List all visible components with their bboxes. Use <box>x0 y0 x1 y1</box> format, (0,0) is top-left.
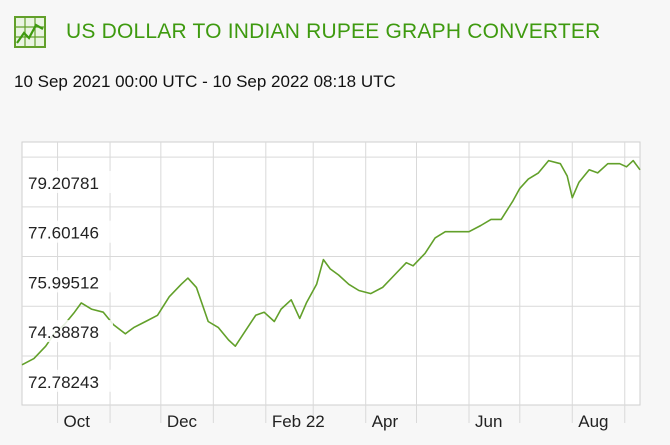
y-tick-label-bg <box>23 170 113 193</box>
y-tick-label: 74.38878 <box>28 323 99 342</box>
x-tick-label: Aug <box>578 412 608 431</box>
y-tick-label: 77.60146 <box>28 224 99 243</box>
date-range: 10 Sep 2021 00:00 UTC - 10 Sep 2022 08:1… <box>14 72 396 91</box>
header <box>14 14 46 50</box>
line-chart-icon <box>14 16 46 48</box>
y-tick-label-bg <box>23 220 113 243</box>
x-tick-label: Jun <box>475 412 502 431</box>
x-tick-label: Dec <box>167 412 198 431</box>
exchange-rate-chart: 79.20781 77.60146 75.99512 74.38878 72.78243… <box>0 120 670 445</box>
x-tick-label: Feb 22 <box>272 412 325 431</box>
x-tick-label: Oct <box>64 412 91 431</box>
page-title: US DOLLAR TO INDIAN RUPEE GRAPH CONVERTE… <box>66 20 601 43</box>
y-tick-label-bg <box>23 369 113 392</box>
x-tick-label: Apr <box>372 412 399 431</box>
series-line <box>21 159 641 366</box>
chart-svg: 79.20781 77.60146 75.99512 74.38878 72.78243… <box>21 141 641 431</box>
y-tick-label: 79.20781 <box>28 174 99 193</box>
y-tick-label: 75.99512 <box>28 273 99 292</box>
y-tick-label-bg <box>23 320 113 343</box>
plot-area <box>21 141 641 406</box>
y-tick-label-bg <box>23 270 113 293</box>
y-tick-label: 72.78243 <box>28 373 99 392</box>
